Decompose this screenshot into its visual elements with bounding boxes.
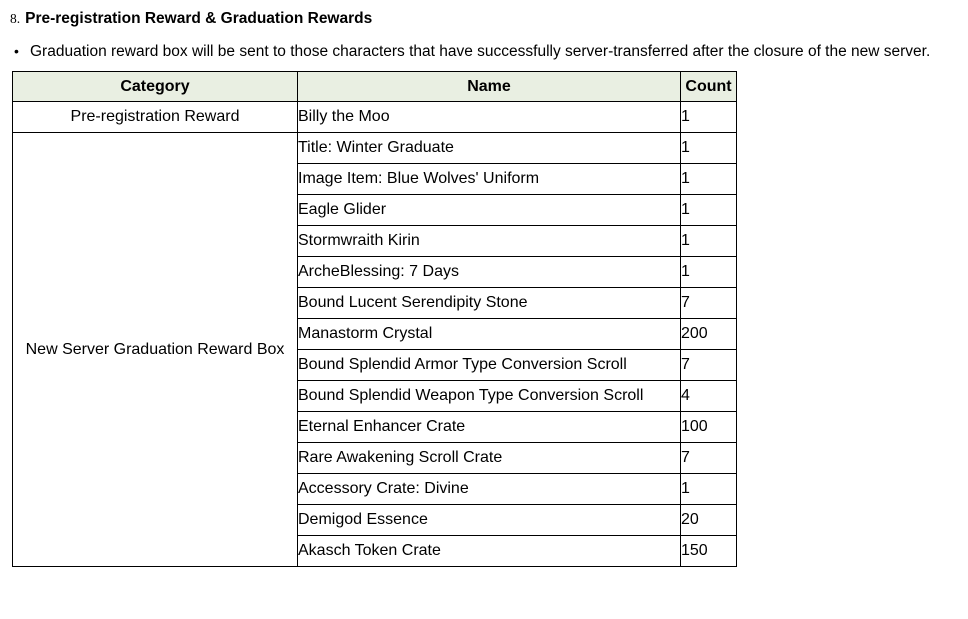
name-cell: Image Item: Blue Wolves' Uniform bbox=[297, 163, 681, 195]
section-title: Pre-registration Reward & Graduation Rew… bbox=[25, 10, 373, 27]
bullet-icon: • bbox=[14, 43, 19, 59]
name-cell: Billy the Moo bbox=[297, 101, 681, 133]
count-cell: 150 bbox=[680, 535, 737, 567]
table-row: Akasch Token Crate 150 bbox=[13, 535, 737, 567]
name-cell: Eternal Enhancer Crate bbox=[297, 411, 681, 443]
name-cell: Stormwraith Kirin bbox=[297, 225, 681, 257]
table-body: Pre-registration Reward Billy the Moo 1 New… bbox=[12, 101, 737, 567]
table-row: Bound Splendid Armor Type Conversion Scr… bbox=[13, 349, 737, 381]
count-cell: 1 bbox=[680, 101, 737, 133]
name-cell: Manastorm Crystal bbox=[297, 318, 681, 350]
table-header-row: Category Name Count bbox=[12, 71, 737, 102]
column-header-category: Category bbox=[12, 71, 298, 102]
count-cell: 1 bbox=[680, 225, 737, 257]
name-cell: Accessory Crate: Divine bbox=[297, 473, 681, 505]
category-cell: New Server Graduation Reward Box bbox=[12, 132, 298, 567]
section-heading: 8. Pre-registration Reward & Graduation R… bbox=[10, 8, 968, 30]
column-header-count: Count bbox=[680, 71, 737, 102]
table-row: Bound Lucent Serendipity Stone 7 bbox=[13, 287, 737, 319]
count-cell: 7 bbox=[680, 442, 737, 474]
note-list-item: • Graduation reward box will be sent to … bbox=[14, 37, 968, 66]
count-cell: 100 bbox=[680, 411, 737, 443]
name-cell: Bound Lucent Serendipity Stone bbox=[297, 287, 681, 319]
count-cell: 200 bbox=[680, 318, 737, 350]
table-row: Image Item: Blue Wolves' Uniform 1 bbox=[13, 163, 737, 195]
name-cell: Bound Splendid Weapon Type Conversion Sc… bbox=[297, 380, 681, 412]
count-cell: 1 bbox=[680, 256, 737, 288]
count-cell: 1 bbox=[680, 473, 737, 505]
name-cell: Title: Winter Graduate bbox=[297, 132, 681, 164]
category-cell: Pre-registration Reward bbox=[12, 101, 298, 133]
table-row: Demigod Essence 20 bbox=[13, 504, 737, 536]
table-row: Eagle Glider 1 bbox=[13, 194, 737, 226]
column-header-name: Name bbox=[297, 71, 681, 102]
table-row: Pre-registration Reward Billy the Moo 1 bbox=[12, 101, 737, 133]
count-cell: 1 bbox=[680, 163, 737, 195]
count-cell: 1 bbox=[680, 194, 737, 226]
count-cell: 1 bbox=[680, 132, 737, 164]
table-row: Accessory Crate: Divine 1 bbox=[13, 473, 737, 505]
patch-notes-section: 8. Pre-registration Reward & Graduation R… bbox=[10, 8, 968, 567]
table-row: Stormwraith Kirin 1 bbox=[13, 225, 737, 257]
table-row: Rare Awakening Scroll Crate 7 bbox=[13, 442, 737, 474]
name-cell: Bound Splendid Armor Type Conversion Scr… bbox=[297, 349, 681, 381]
count-cell: 20 bbox=[680, 504, 737, 536]
name-cell: Rare Awakening Scroll Crate bbox=[297, 442, 681, 474]
table-row: New Server Graduation Reward Box Title: W… bbox=[12, 132, 737, 567]
name-cell: ArcheBlessing: 7 Days bbox=[297, 256, 681, 288]
rewards-table: Category Name Count Pre-registration Rew… bbox=[12, 71, 737, 567]
count-cell: 7 bbox=[680, 349, 737, 381]
count-cell: 7 bbox=[680, 287, 737, 319]
name-cell: Demigod Essence bbox=[297, 504, 681, 536]
name-cell: Akasch Token Crate bbox=[297, 535, 681, 567]
section-number: 8. bbox=[10, 11, 21, 26]
name-cell: Eagle Glider bbox=[297, 194, 681, 226]
note-text: Graduation reward box will be sent to th… bbox=[30, 43, 931, 60]
count-cell: 4 bbox=[680, 380, 737, 412]
